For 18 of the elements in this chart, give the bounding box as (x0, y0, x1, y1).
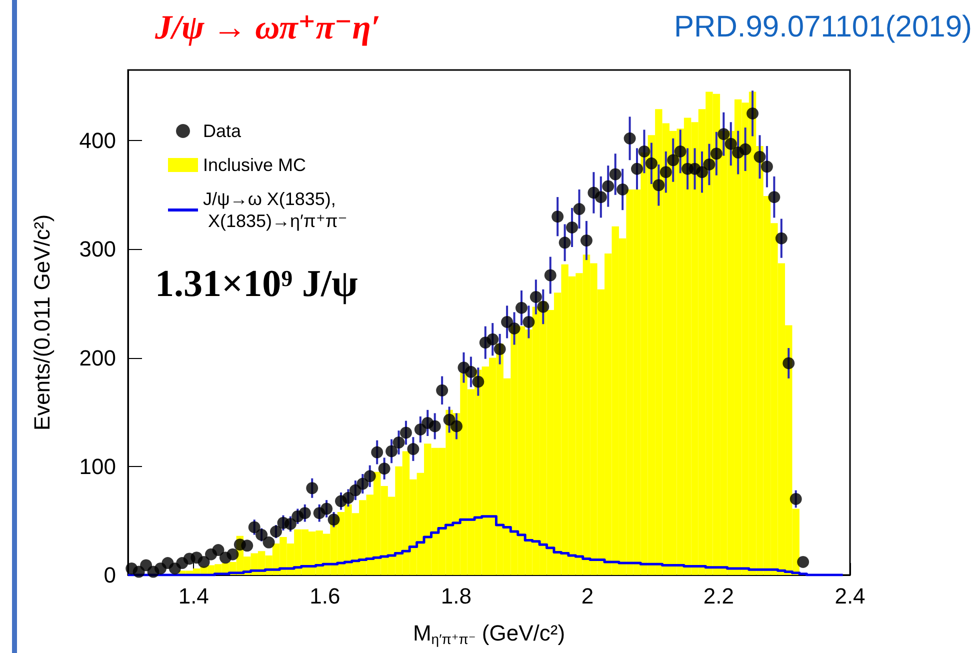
chart-title: J/ψ → ωπ⁺π⁻η′ (154, 10, 380, 46)
legend-label: J/ψ→ω X(1835), X(1835)→η′π⁺π⁻ (203, 189, 348, 231)
y-tick-label: 200 (79, 345, 116, 370)
y-tick-label: 100 (79, 454, 116, 479)
x-tick-label: 2.4 (834, 584, 866, 608)
annotation: 1.31×10⁹ J/ψ (155, 263, 358, 305)
y-tick-label: 0 (104, 562, 116, 588)
y-axis-title: Events/(0.011 GeV/c²) (30, 214, 54, 431)
x-tick-label: 1.6 (310, 584, 340, 608)
x-tick-label: 1.8 (440, 584, 472, 608)
x-tick-label: 1.4 (178, 584, 209, 608)
y-tick-label: 300 (79, 236, 116, 262)
x-tick-label: 2 (581, 584, 594, 608)
legend-label: Inclusive MC (203, 155, 306, 175)
legend-label: Data (203, 121, 242, 141)
text: PRD.99.071101(2019) (674, 10, 972, 44)
x-tick-label: 2.2 (703, 584, 734, 608)
y-tick-label: 400 (79, 128, 116, 154)
